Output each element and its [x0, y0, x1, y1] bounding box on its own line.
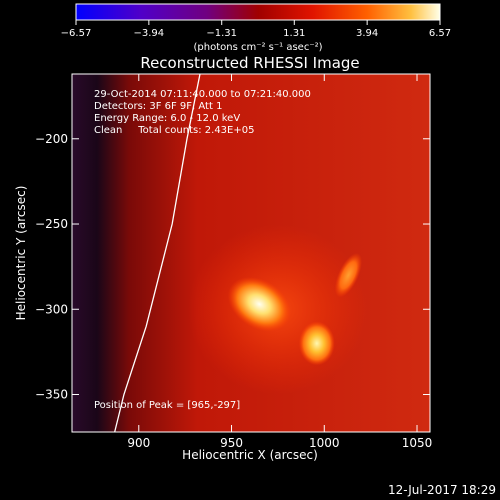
x-tick-label: 1000 — [309, 436, 340, 450]
colorbar-ticks: −6.57 −3.94 −1.31 1.31 3.94 6.57 — [61, 20, 451, 39]
y-axis-label: Heliocentric Y (arcsec) — [14, 186, 28, 321]
x-tick-label: 1050 — [402, 436, 433, 450]
colorbar-tick-label: −6.57 — [61, 28, 92, 39]
colorbar-tick-label: −3.94 — [134, 28, 165, 39]
y-tick-label: −300 — [35, 302, 68, 316]
colorbar-tick-label: −1.31 — [206, 28, 237, 39]
colorbar — [75, 3, 441, 21]
source-secondary — [298, 321, 335, 366]
solar-limb — [114, 74, 201, 432]
annotation-detectors: Detectors: 3F 6F 9F, Att 1 — [94, 101, 222, 112]
annotation-time-range: 29-Oct-2014 07:11:40.000 to 07:21:40.000 — [94, 89, 311, 100]
axis-ticks: 900 950 1000 1050 −200 −250 −300 −350 — [35, 74, 432, 450]
y-tick-label: −200 — [35, 132, 68, 146]
plot-frame — [71, 73, 431, 433]
colorbar-tick-label: 1.31 — [283, 28, 305, 39]
annotation-clean-counts: Clean Total counts: 2.43E+05 — [94, 125, 254, 136]
y-tick-label: −350 — [35, 387, 68, 401]
colorbar-tick-label: 3.94 — [356, 28, 378, 39]
annotation-peak-position: Position of Peak = [965,-297] — [94, 400, 240, 411]
x-tick-label: 950 — [220, 436, 243, 450]
plot-image — [72, 74, 430, 432]
x-tick-label: 900 — [127, 436, 150, 450]
annotation-block: 29-Oct-2014 07:11:40.000 to 07:21:40.000… — [94, 89, 311, 411]
colorbar-tick-label: 6.57 — [429, 28, 451, 39]
chart-title: Reconstructed RHESSI Image — [140, 54, 359, 72]
footer-timestamp: 12-Jul-2017 18:29 — [388, 483, 496, 497]
source-tertiary — [334, 253, 362, 298]
x-axis-label: Heliocentric X (arcsec) — [182, 448, 318, 462]
y-tick-label: −250 — [35, 217, 68, 231]
colorbar-unit-label: (photons cm⁻² s⁻¹ asec⁻²) — [193, 42, 322, 53]
annotation-energy-range: Energy Range: 6.0 - 12.0 keV — [94, 113, 240, 124]
source-primary — [227, 276, 291, 332]
